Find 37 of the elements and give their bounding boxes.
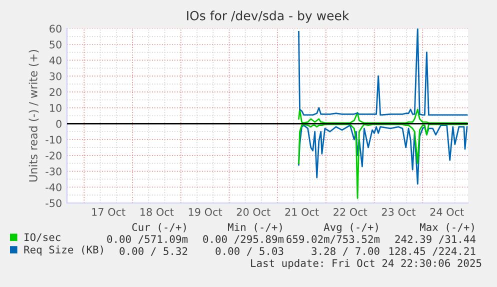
y-tick-label: 10 (50, 104, 62, 112)
x-tick-label: 19 Oct (188, 208, 222, 216)
text: 128.45 /224.21 (389, 247, 476, 256)
x-tick-label: 21 Oct (285, 208, 319, 216)
y-tick-label: 50 (50, 40, 62, 48)
legend-label: IO/sec (24, 233, 60, 242)
y-tick-label: 40 (49, 56, 62, 64)
text: Cur (-/+) (132, 223, 186, 232)
y-tick-label: -10 (46, 136, 62, 144)
x-tick-label: 22 Oct (334, 208, 368, 216)
x-tick-label: 24 Oct (430, 208, 464, 216)
text: Max (-/+) (420, 223, 474, 232)
legend-label: Req Size (KB) (24, 245, 103, 256)
y-tick-label: 0 (56, 120, 62, 128)
text: Avg (-/+) (324, 222, 378, 234)
y-tick-label: 30 (50, 72, 62, 80)
y-tick-label: 20 (50, 88, 62, 96)
x-tick-label: 17 Oct (92, 208, 126, 216)
text: 0.00 / 5.03 (216, 247, 284, 256)
text: Last update: Fri Oct 24 22:30:06 2025 (251, 258, 482, 270)
text: Min (-/+) (228, 222, 282, 232)
y-tick-label: 60 (50, 24, 62, 33)
chart-title: IOs for /dev/sda - by week (187, 10, 350, 23)
y-tick-label: -50 (46, 199, 62, 208)
text: 0.00 / 5.32 (120, 247, 188, 256)
y-tick-label: -40 (46, 183, 62, 192)
text: 0.00 /571.09m (107, 235, 188, 244)
y-axis-title: Units read (-) / write (+) (28, 50, 39, 182)
text: 242.39 /31.44 (395, 235, 476, 244)
y-tick-label: -30 (46, 168, 62, 176)
x-tick-label: 23 Oct (382, 208, 416, 216)
text: 0.00 /295.89m (203, 235, 284, 244)
x-tick-label: 18 Oct (140, 208, 174, 216)
y-tick-label: -20 (46, 152, 62, 160)
x-tick-label: 20 Oct (236, 208, 270, 216)
text: 659.02m/753.52m (286, 235, 380, 244)
text: 3.28 / 7.00 (312, 247, 380, 256)
